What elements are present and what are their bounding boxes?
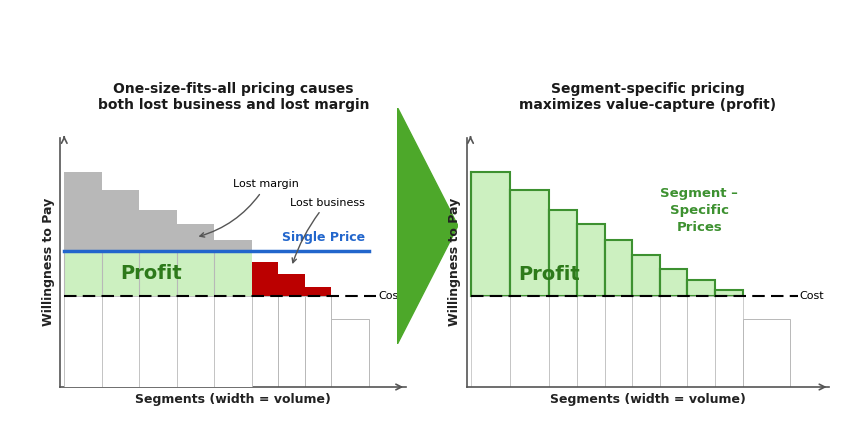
Bar: [64, 172, 102, 387]
Bar: [252, 262, 278, 296]
Bar: [577, 224, 605, 296]
Bar: [278, 273, 305, 296]
Bar: [715, 296, 743, 387]
Y-axis label: Willingness to Pay: Willingness to Pay: [42, 198, 55, 326]
Bar: [632, 255, 660, 296]
Text: Single Price: Single Price: [282, 231, 365, 244]
Text: One-size-fits-all pricing causes
both lost business and lost margin: One-size-fits-all pricing causes both lo…: [98, 82, 369, 112]
Bar: [214, 296, 252, 387]
Bar: [550, 296, 577, 387]
Bar: [743, 319, 790, 387]
Bar: [510, 190, 550, 296]
Bar: [305, 296, 331, 387]
Bar: [605, 240, 632, 296]
Bar: [139, 251, 177, 296]
Bar: [139, 296, 177, 387]
Text: Lost margin: Lost margin: [200, 179, 299, 237]
Bar: [177, 296, 214, 387]
Bar: [64, 251, 102, 296]
Bar: [605, 296, 632, 387]
Bar: [64, 296, 102, 387]
Bar: [139, 210, 177, 387]
Bar: [214, 240, 252, 387]
Bar: [177, 251, 214, 296]
Bar: [278, 296, 305, 387]
Bar: [577, 296, 605, 387]
Bar: [102, 251, 139, 296]
Bar: [305, 287, 331, 296]
Bar: [510, 296, 550, 387]
Bar: [550, 210, 577, 296]
Bar: [660, 296, 688, 387]
Bar: [177, 224, 214, 387]
Bar: [252, 296, 278, 387]
Text: Segment –
Specific
Prices: Segment – Specific Prices: [660, 187, 738, 233]
X-axis label: Segments (width = volume): Segments (width = volume): [550, 393, 746, 405]
Text: Profit: Profit: [518, 265, 581, 284]
Bar: [102, 190, 139, 387]
Text: Cost: Cost: [800, 291, 824, 301]
Polygon shape: [397, 108, 458, 344]
Bar: [471, 296, 510, 387]
Text: Cost: Cost: [378, 291, 403, 301]
Text: Profit: Profit: [120, 264, 181, 283]
X-axis label: Segments (width = volume): Segments (width = volume): [136, 393, 331, 405]
Bar: [715, 289, 743, 296]
Bar: [471, 172, 510, 296]
Y-axis label: Willingness to Pay: Willingness to Pay: [448, 198, 461, 326]
Bar: [331, 319, 369, 387]
Bar: [688, 296, 715, 387]
Bar: [660, 269, 688, 296]
Bar: [102, 296, 139, 387]
Bar: [214, 251, 252, 296]
Bar: [688, 280, 715, 296]
Text: Segment-specific pricing
maximizes value-capture (profit): Segment-specific pricing maximizes value…: [519, 82, 777, 112]
Bar: [632, 296, 660, 387]
Text: Lost business: Lost business: [289, 198, 365, 263]
